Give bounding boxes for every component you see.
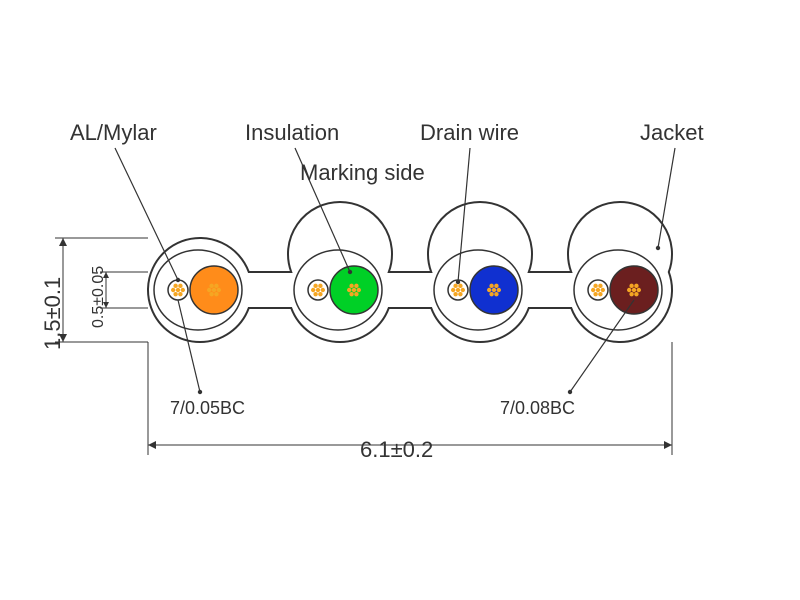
label-al-mylar: AL/Mylar bbox=[70, 120, 157, 146]
dim-height: 1.5±0.1 bbox=[40, 277, 66, 350]
spec-left-wire: 7/0.05BC bbox=[170, 398, 245, 419]
spec-right-wire: 7/0.08BC bbox=[500, 398, 575, 419]
dim-width: 6.1±0.2 bbox=[360, 437, 433, 463]
label-jacket: Jacket bbox=[640, 120, 704, 146]
dim-inner-height: 0.5±0.05 bbox=[90, 266, 108, 328]
label-marking-side: Marking side bbox=[300, 160, 425, 186]
label-insulation: Insulation bbox=[245, 120, 339, 146]
label-drain-wire: Drain wire bbox=[420, 120, 519, 146]
